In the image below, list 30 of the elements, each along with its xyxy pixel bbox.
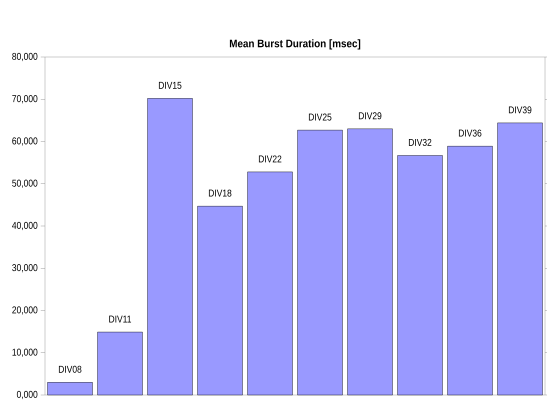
x-tick-label: DIV36: [458, 130, 482, 137]
x-tick-label: DIV32: [408, 138, 432, 146]
bar: [47, 382, 93, 396]
bar: [347, 128, 393, 396]
bar: [247, 172, 293, 396]
x-tick-label: DIV39: [508, 106, 532, 114]
x-tick-label: DIV25: [308, 114, 332, 121]
y-tick-label: 0,000: [16, 390, 38, 400]
bar: [197, 206, 243, 396]
y-tick-label: 60,000: [12, 137, 38, 146]
y-tick-label: 70,000: [12, 95, 38, 104]
y-tick-label: 80,000: [12, 52, 38, 62]
y-tick-label: 50,000: [12, 180, 38, 188]
bar: [397, 155, 443, 396]
bar: [147, 98, 193, 396]
y-tick-label: 10,000: [12, 348, 38, 357]
x-tick-label: DIV29: [358, 112, 382, 120]
bar: [297, 130, 343, 396]
chart-title: Mean Burst Duration [msec]: [230, 39, 360, 50]
x-tick-label: DIV08: [58, 366, 82, 373]
bar: [497, 122, 543, 396]
x-tick-label: DIV15: [158, 82, 182, 89]
x-tick-label: DIV22: [258, 155, 282, 162]
bar: [447, 146, 493, 396]
y-tick-label: 20,000: [12, 306, 38, 315]
bar: [97, 332, 143, 396]
x-tick-label: DIV18: [208, 190, 232, 197]
y-tick-label: 40,000: [12, 222, 38, 230]
x-tick-label: DIV11: [109, 316, 132, 323]
y-tick-label: 30,000: [12, 264, 38, 272]
